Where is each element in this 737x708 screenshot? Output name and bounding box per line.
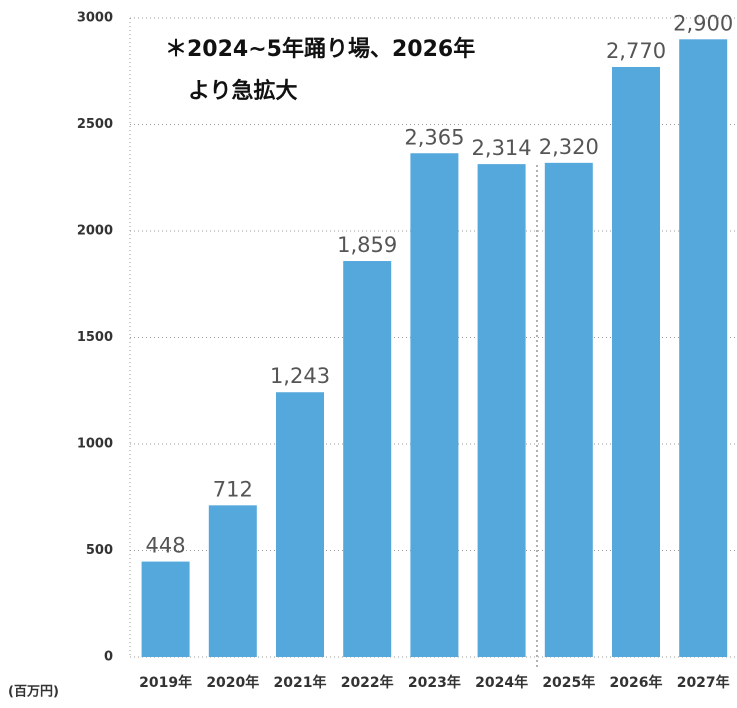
value-label: 2,314 <box>472 136 532 160</box>
y-tick-label: 2000 <box>77 224 113 239</box>
value-label: 712 <box>213 477 253 501</box>
bar <box>679 39 728 658</box>
y-tick-label: 1500 <box>77 330 113 345</box>
y-tick-label: 3000 <box>77 11 113 26</box>
x-tick-label: 2021年 <box>274 674 327 691</box>
y-axis-label: (百万円) <box>8 685 59 700</box>
bar <box>343 261 392 657</box>
annotation: より急拡大 <box>188 78 298 104</box>
value-label: 2,770 <box>606 39 666 63</box>
bar <box>141 561 190 657</box>
x-tick-label: 2019年 <box>139 674 192 691</box>
y-tick-label: 1000 <box>77 437 113 452</box>
bar <box>544 162 593 657</box>
y-tick-label: 2500 <box>77 117 113 132</box>
value-label: 2,320 <box>539 135 599 159</box>
x-tick-label: 2025年 <box>542 674 595 691</box>
bar <box>477 164 526 658</box>
x-tick-label: 2020年 <box>206 674 259 691</box>
annotation: ＊2024~5年踊り場、2026年 <box>165 36 475 62</box>
value-label: 1,859 <box>337 233 397 257</box>
value-label: 2,365 <box>404 125 464 149</box>
x-tick-label: 2022年 <box>341 674 394 691</box>
value-label: 1,243 <box>270 364 330 388</box>
bar <box>208 505 257 657</box>
x-tick-label: 2023年 <box>408 674 461 691</box>
x-tick-label: 2024年 <box>475 674 528 691</box>
y-tick-label: 0 <box>104 650 113 665</box>
bar <box>410 153 459 657</box>
bar <box>276 392 324 657</box>
x-tick-label: 2026年 <box>610 674 663 691</box>
value-label: 2,900 <box>673 11 733 35</box>
bar <box>612 66 660 658</box>
x-tick-label: 2027年 <box>677 674 730 691</box>
y-tick-label: 500 <box>86 543 113 558</box>
value-label: 448 <box>146 534 186 558</box>
